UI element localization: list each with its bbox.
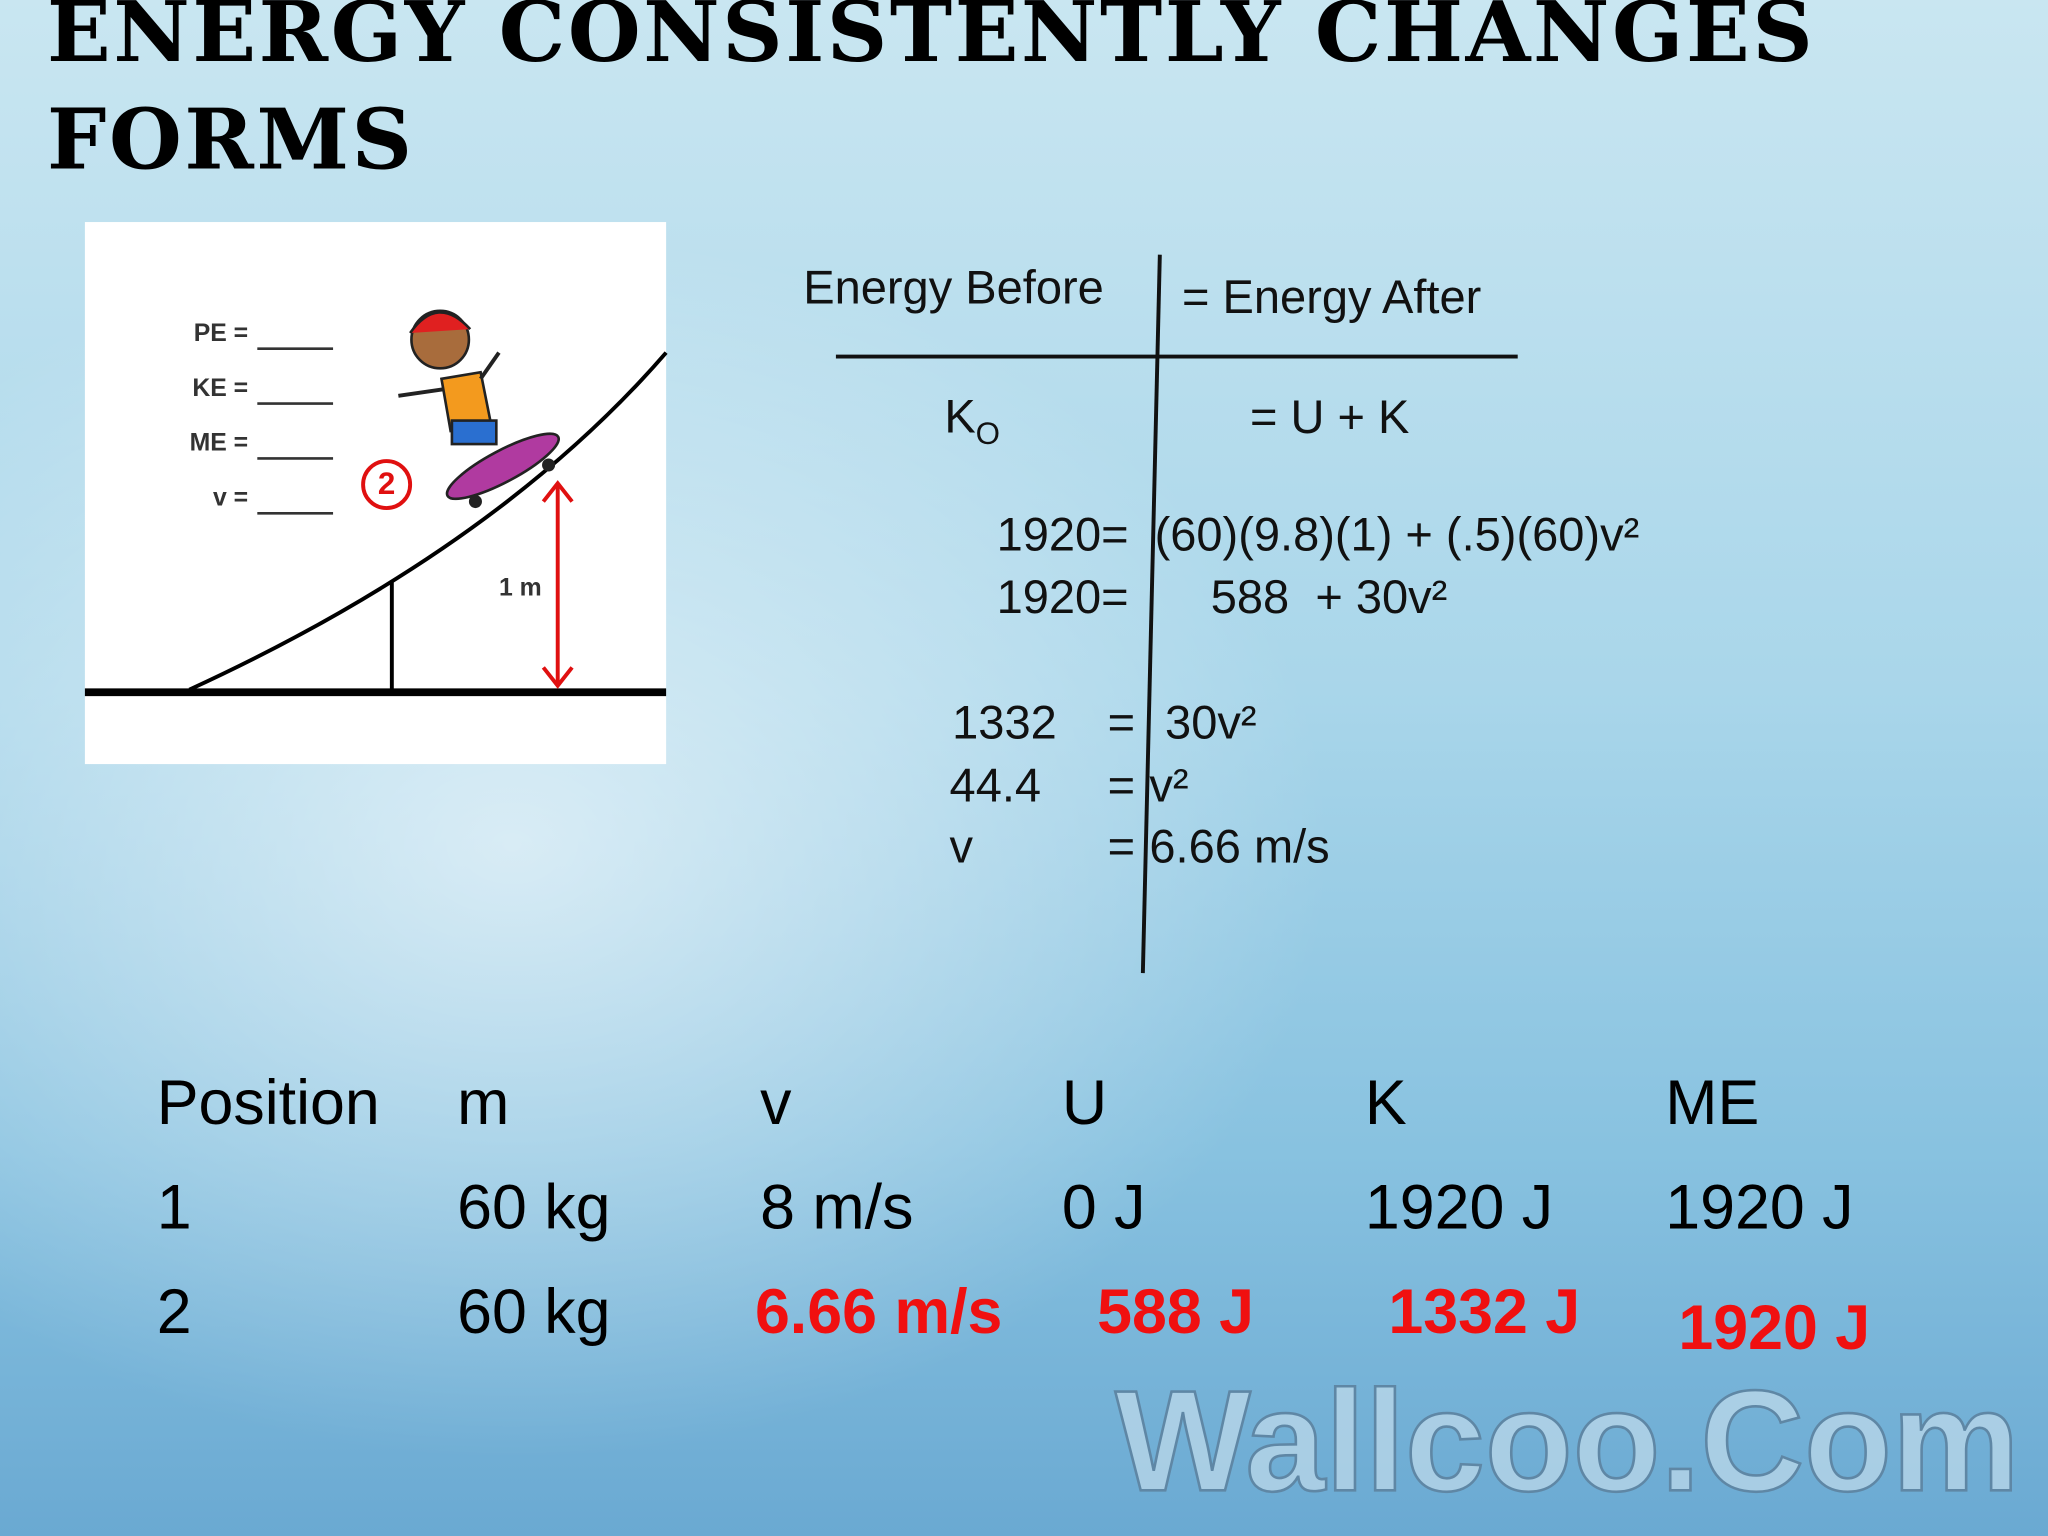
table-header: Position [157, 1068, 380, 1138]
table-header: U [1062, 1068, 1107, 1138]
ramp [188, 351, 668, 692]
figure-label: ME = [190, 430, 249, 457]
table: Position m v U K ME 1 60 kg 8 m/s 0 J 1920 J 1920 J… [157, 1068, 1870, 1363]
position-label: 2 [378, 466, 395, 501]
title-text: Forms [47, 90, 415, 188]
table-header: ME [1665, 1068, 1759, 1138]
equation-part: (60)(9.8)(1) + (.5)(60)v² [1155, 508, 1640, 561]
table-header: K [1365, 1068, 1407, 1138]
u-plus-k: = U + K [1250, 390, 1409, 443]
equation-part: v [950, 820, 974, 873]
equations: Energy Before = Energy After KO = U + K … [803, 254, 1640, 974]
equation-part: 44.4 [950, 758, 1042, 811]
equation-part: v² [1149, 758, 1188, 811]
table-header: v [760, 1068, 792, 1138]
table-cell: 588 J [1097, 1277, 1254, 1347]
equation-part: 1920= [997, 508, 1129, 561]
table-cell: 6.66 m/s [755, 1277, 1002, 1347]
energy-after: = Energy After [1182, 270, 1481, 323]
table-cell: 1332 J [1388, 1277, 1580, 1347]
table-cell: 1 [157, 1173, 192, 1243]
position-circle [361, 459, 413, 511]
equation-part: = [1108, 758, 1135, 811]
equation-part: 1920= [997, 570, 1129, 623]
equation-part: 1332 [952, 696, 1057, 749]
table-cell: 60 kg [457, 1277, 610, 1347]
figure-label: PE = [194, 320, 248, 347]
table-cell: 60 kg [457, 1173, 610, 1243]
figure: 1 m 2 PE = KE = ME = v = [84, 222, 668, 765]
table-cell: 1920 J [1678, 1293, 1870, 1363]
k-base: K [944, 390, 975, 443]
equation-part: 6.66 m/s [1149, 820, 1329, 873]
energy-before: Energy Before [803, 261, 1104, 314]
figure-label: KE = [192, 375, 248, 402]
height-label: 1 m [499, 575, 542, 602]
figure-label: v = [213, 484, 248, 511]
table-cell: 1920 J [1665, 1173, 1853, 1243]
equation-part: = [1108, 820, 1135, 873]
height-arrow [541, 480, 574, 689]
t-vertical [1140, 254, 1162, 974]
equation-part: = [1108, 696, 1135, 749]
table-cell: 1920 J [1365, 1173, 1553, 1243]
skater [398, 309, 561, 509]
table-cell: 8 m/s [760, 1173, 913, 1243]
equation-part: 588 + 30v² [1211, 570, 1448, 623]
k-sub: O [976, 417, 1000, 452]
title-text: Energy Consistently Changes [47, 0, 1815, 81]
table-header: m [457, 1068, 509, 1138]
title-line-1: Energy Consistently Changes Forms [47, 0, 1815, 188]
watermark: Wallcoo.Com [1115, 1361, 2020, 1521]
table-cell: 0 J [1062, 1173, 1146, 1243]
k-initial: KO [944, 390, 1000, 452]
equation-part: 30v² [1165, 696, 1256, 749]
table-cell: 2 [157, 1277, 192, 1347]
figure-box [84, 222, 667, 765]
